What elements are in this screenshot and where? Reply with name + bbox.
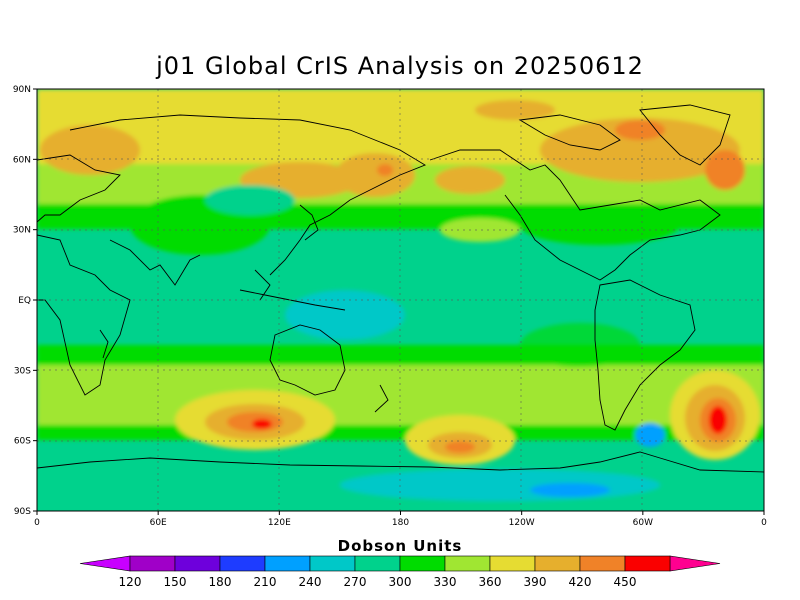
lat-tick-label: 90S: [14, 507, 31, 517]
lon-tick-label: 60E: [150, 518, 167, 528]
lon-tick-label: 180: [392, 518, 409, 528]
latitude-ticks: 90N 60N 30N EQ 30S 60S 90S: [13, 85, 37, 517]
longitude-ticks: 0 60E 120E 180 120W 60W 0: [34, 511, 767, 528]
colorbar-swatch: [309, 555, 356, 572]
gridlines: [37, 89, 764, 511]
colorbar-swatch: [489, 555, 536, 572]
coastlines: [37, 104, 764, 473]
colorbar-swatch: [444, 555, 491, 572]
map-title: j01 Global CrIS Analysis on 20250612: [156, 52, 644, 80]
colorbar-swatch: [174, 555, 221, 572]
colorbar-label: 450: [614, 575, 637, 589]
lon-tick-label: 60W: [633, 518, 653, 528]
colorbar-high-extension: [669, 555, 721, 572]
lon-tick-label: 0: [34, 518, 40, 528]
colorbar-label: 360: [479, 575, 502, 589]
colorbar-low-extension: [79, 555, 131, 572]
colorbar-label: 270: [344, 575, 367, 589]
colorbar-swatch: [354, 555, 401, 572]
colorbar-label: 420: [569, 575, 592, 589]
lon-tick-label: 0: [761, 518, 767, 528]
colorbar-swatch: [399, 555, 446, 572]
colorbar-label: 390: [524, 575, 547, 589]
colorbar-units-label: Dobson Units: [337, 537, 463, 555]
lat-tick-label: 60N: [13, 155, 31, 165]
lat-tick-label: 90N: [13, 85, 31, 95]
lat-tick-label: EQ: [18, 296, 31, 306]
colorbar-swatch: [534, 555, 581, 572]
colorbar-label: 210: [254, 575, 277, 589]
lat-tick-label: 30S: [14, 366, 31, 376]
colorbar-swatch: [219, 555, 266, 572]
lon-tick-label: 120W: [509, 518, 535, 528]
colorbar-swatch: [579, 555, 626, 572]
colorbar-swatch: [129, 555, 176, 572]
colorbar: 120 150 180 210 240 270 300 330 360 390 420 450: [79, 555, 721, 589]
lat-tick-label: 30N: [13, 226, 31, 236]
colorbar-label: 300: [389, 575, 412, 589]
colorbar-label: 240: [299, 575, 322, 589]
colorbar-swatch: [264, 555, 311, 572]
lon-tick-label: 120E: [268, 518, 291, 528]
colorbar-label: 180: [209, 575, 232, 589]
colorbar-label: 330: [434, 575, 457, 589]
colorbar-swatch: [624, 555, 671, 572]
lat-tick-label: 60S: [14, 437, 31, 447]
colorbar-label: 150: [164, 575, 187, 589]
colorbar-label: 120: [119, 575, 142, 589]
